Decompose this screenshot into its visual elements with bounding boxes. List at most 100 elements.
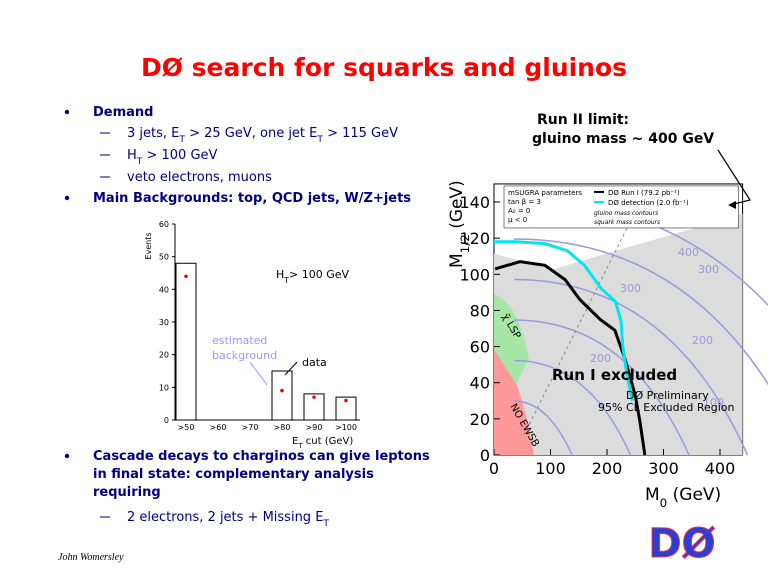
y-tick-label: 0 [164, 416, 169, 425]
x-tick-label: >90 [306, 423, 323, 432]
y-tick-label: 30 [159, 318, 169, 327]
sub-bullet-text-part: T [322, 519, 329, 529]
annotation-part: T [283, 276, 289, 285]
y-tick-label: 40 [159, 285, 169, 294]
run2-note: Run II limit: [537, 112, 629, 128]
contour-line [513, 238, 768, 386]
pointer [249, 361, 268, 386]
limit-curve [494, 260, 647, 456]
background-box [303, 393, 325, 420]
sub-bullet-text-part: H [127, 148, 137, 163]
footer: John Womersley [58, 552, 124, 563]
sub-bullet-text: 3 jets, ET > 25 GeV, one jet ET > 115 Ge… [127, 126, 398, 145]
y-tick-label: 100 [459, 265, 490, 284]
pointer [284, 361, 298, 376]
contour-label: 300 [698, 263, 719, 276]
sub-bullet-text-part: > 115 GeV [323, 126, 398, 141]
x-axis-label-part: 0 [660, 496, 668, 510]
no-ewsb-region [494, 343, 534, 455]
bullet-text: in final state: complementary analysis [93, 467, 374, 482]
bullet-text: requiring [93, 485, 161, 500]
annotation-part: > 100 GeV [289, 268, 349, 281]
sub-bullet-text-part: 3 jets, E [127, 126, 179, 141]
x-axis-label-part: T [297, 442, 303, 450]
contour-label: 300 [620, 282, 641, 295]
logo: DØ [648, 521, 715, 567]
x-tick-label: >100 [335, 423, 357, 432]
y-tick-label: 0 [480, 446, 490, 465]
preliminary-label: 95% CL Excluded Region [598, 401, 735, 414]
background-box [175, 262, 197, 420]
y-tick-label: 50 [159, 253, 169, 262]
bullet-text: Main Backgrounds: top, QCD jets, W/Z+jet… [93, 191, 411, 206]
contour-line [513, 278, 749, 456]
x-tick-label: 100 [535, 459, 566, 478]
y-tick-label: 40 [470, 374, 490, 393]
sub-bullet-text-part: T [136, 157, 143, 167]
sub-bullet-text-part: veto electrons, muons [127, 170, 272, 185]
contour-line [513, 319, 690, 456]
legend-label: gluino mass contours [594, 210, 658, 217]
sub-bullet-text: HT > 100 GeV [127, 148, 218, 167]
sub-bullet-text: veto electrons, muons [127, 170, 272, 185]
bullet-dot [64, 109, 70, 115]
sub-bullet-text-part: > 25 GeV, one jet E [185, 126, 317, 141]
param-text: tan β = 3 [508, 198, 541, 206]
sub-bullet-text-part: > 100 GeV [142, 148, 217, 163]
lsp-region [494, 293, 529, 384]
bullet-text: Cascade decays to charginos can give lep… [93, 449, 430, 464]
data-point [280, 388, 284, 393]
arrow [717, 149, 751, 206]
x-tick-label: >60 [210, 423, 227, 432]
y-axis-label: M1/2 (GeV) [447, 180, 472, 268]
y-tick-label: 60 [470, 338, 490, 357]
y-axis-label-part: 1/2 [458, 234, 472, 253]
logo-bg [648, 520, 716, 560]
background-box [335, 396, 357, 420]
param-text: mSUGRA parameters [508, 189, 582, 197]
x-axis-label: ET cut (GeV) [292, 436, 353, 450]
x-axis-label: M0 (GeV) [645, 485, 721, 510]
bullet-dot [64, 453, 70, 459]
x-tick-label: 200 [592, 459, 623, 478]
contour-label: 100 [703, 396, 724, 409]
bullet-text: Demand [93, 105, 154, 120]
background-box [271, 370, 293, 420]
y-axis-label-part: M [447, 253, 467, 268]
legend-label: squark mass contours [594, 219, 660, 226]
y-tick-label: 20 [159, 351, 169, 360]
x-tick-label: 400 [705, 459, 736, 478]
x-tick-label: >80 [274, 423, 291, 432]
legend-label: DØ Run I (79.2 pb⁻¹) [608, 189, 680, 197]
contour-line [513, 359, 632, 456]
slide-title: DØ search for squarks and gluinos [141, 53, 627, 82]
param-text: μ < 0 [508, 216, 527, 224]
x-tick-label: 0 [489, 459, 499, 478]
y-axis-label: Events [144, 232, 153, 259]
legend-label: DØ detection (2.0 fb⁻¹) [608, 199, 689, 207]
legend-label: estimated [212, 334, 267, 347]
contour-line [513, 400, 573, 456]
legend-label: data [302, 356, 327, 369]
sub-bullet-text-part: T [316, 135, 323, 145]
limit-curve [494, 240, 634, 402]
y-tick-label: 10 [159, 383, 169, 392]
data-point [344, 398, 348, 403]
run2-note: gluino mass ~ 400 GeV [532, 131, 714, 147]
param-text: A₀ = 0 [508, 207, 530, 215]
contour-label: 200 [692, 334, 713, 347]
y-tick-label: 20 [470, 410, 490, 429]
data-point [184, 274, 188, 279]
bullet-dot [64, 195, 70, 201]
y-tick-label: 80 [470, 301, 490, 320]
x-axis-label-part: (GeV) [667, 485, 721, 505]
annotation: HT> 100 GeV [276, 268, 349, 285]
contour-label: 400 [678, 246, 699, 259]
y-axis-label-part: (GeV) [447, 180, 467, 234]
annotation-part: H [276, 268, 284, 281]
legend-box [503, 185, 739, 229]
sub-bullet-text-part: T [178, 135, 185, 145]
y-tick-label: 60 [159, 220, 169, 229]
x-tick-label: 300 [648, 459, 679, 478]
